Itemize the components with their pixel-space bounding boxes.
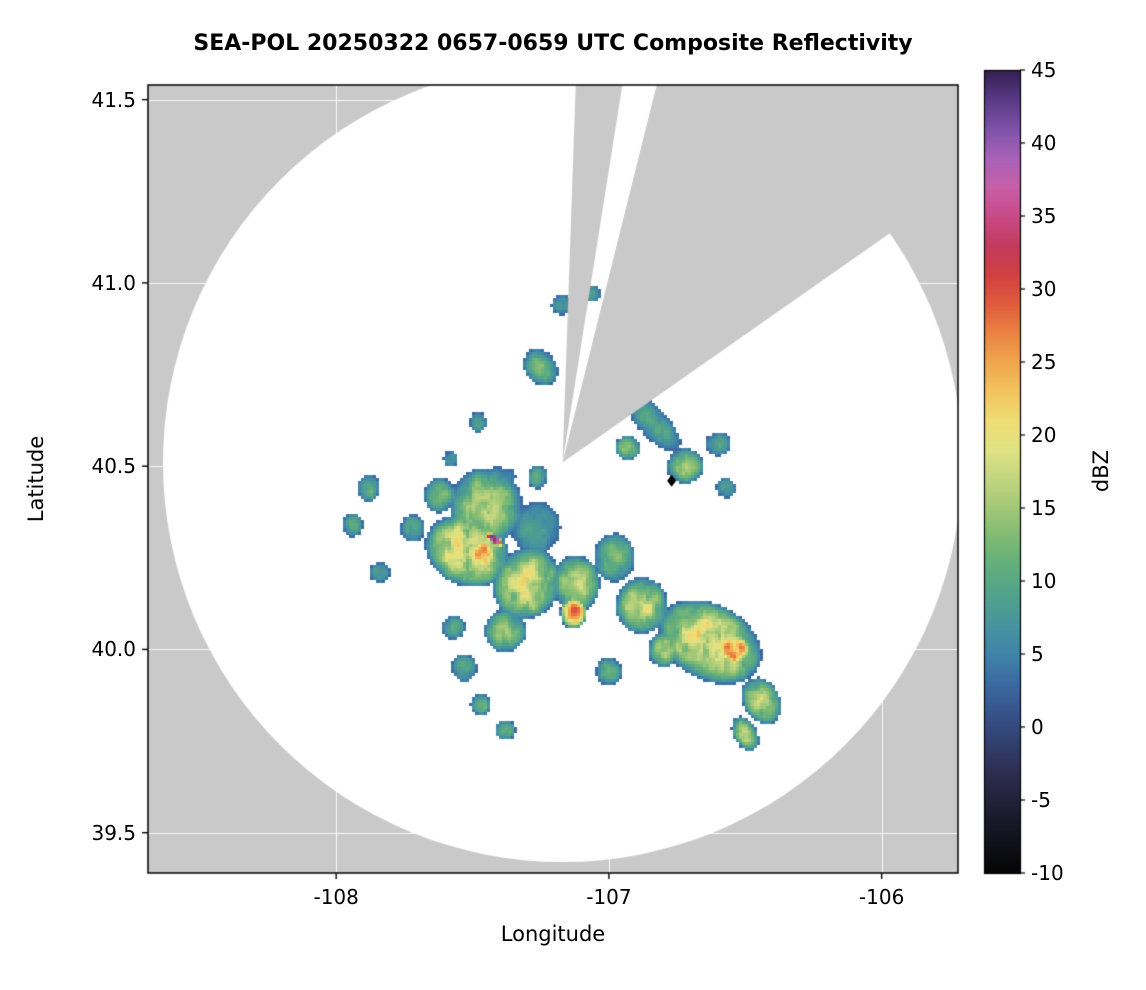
colorbar-tick-label: 5 — [1031, 642, 1044, 666]
x-tick-label: -108 — [313, 885, 359, 909]
y-tick-label: 41.5 — [91, 87, 136, 112]
x-tick-label: -106 — [858, 885, 905, 909]
y-tick-label: 41.0 — [91, 270, 136, 295]
colorbar-tick-label: 25 — [1031, 350, 1057, 374]
colorbar-label: dBZ — [1089, 449, 1113, 493]
colorbar-tick-label: 40 — [1031, 131, 1057, 155]
x-axis-label: Longitude — [500, 922, 606, 946]
plot-title: SEA-POL 20250322 0657-0659 UTC Composite… — [193, 31, 913, 56]
x-tick-label: -107 — [586, 885, 632, 909]
y-tick-label: 40.0 — [91, 637, 136, 662]
y-tick-label: 39.5 — [91, 820, 136, 845]
colorbar-tick-label: 10 — [1031, 569, 1057, 593]
colorbar-tick-label: 20 — [1031, 423, 1057, 447]
colorbar-tick-label: 30 — [1031, 277, 1057, 301]
colorbar-tick-label: -5 — [1031, 788, 1051, 812]
colorbar-tick-label: 45 — [1031, 58, 1057, 82]
colorbar-tick-label: 15 — [1031, 496, 1057, 520]
colorbar-tick-label: -10 — [1031, 861, 1064, 885]
colorbar-tick-label: 0 — [1031, 715, 1044, 739]
y-tick-label: 40.5 — [91, 454, 136, 479]
colorbar-tick-label: 35 — [1031, 204, 1057, 228]
